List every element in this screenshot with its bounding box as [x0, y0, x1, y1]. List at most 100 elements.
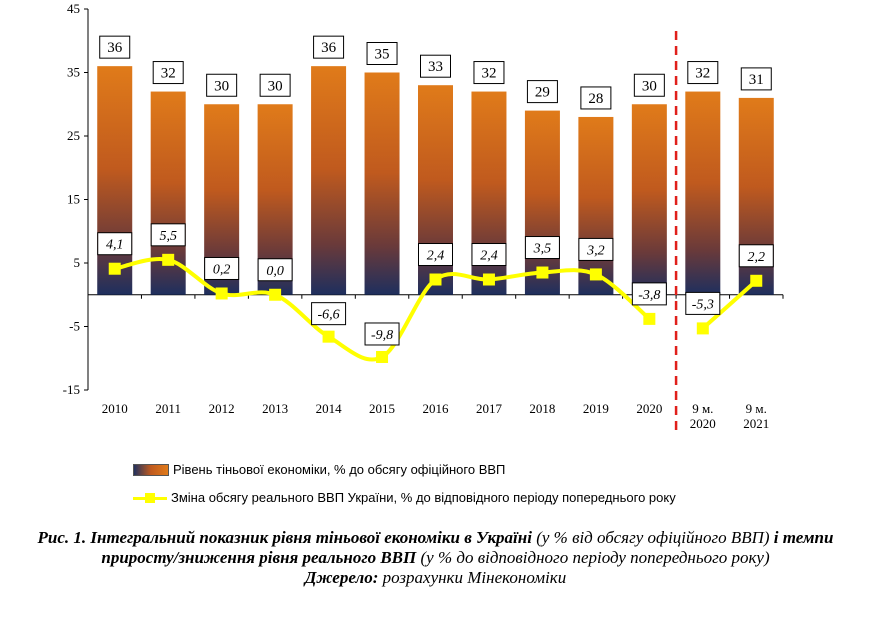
data-labels: 36 32 30 30 36 35 33 32 29 28 30 32 31 4,1 5,5 0,2 0,0 -6… [97, 35, 774, 346]
line-label-box [685, 291, 721, 315]
y-tick-label: 5 [74, 255, 81, 270]
x-tick-label: 2020 [690, 416, 716, 431]
line-series [108, 253, 763, 363]
chart-svg: -15 -5 5 15 25 35 45 2010 2011 2012 2013 2014 2015 20… [63, 1, 784, 435]
legend-line: Зміна обсягу реального ВВП України, % до… [133, 490, 676, 505]
line-marker [750, 274, 763, 287]
bar-label-box [99, 35, 131, 59]
bar-label: 30 [642, 78, 657, 94]
y-tick-label: -5 [69, 319, 80, 334]
y-tick-label: 25 [67, 128, 80, 143]
bar-label: 30 [268, 78, 283, 94]
line-marker [269, 288, 282, 301]
bar-label: 29 [535, 85, 550, 101]
line-label-box [97, 232, 133, 256]
bar-label: 32 [481, 66, 496, 82]
line-label: 3,5 [533, 242, 552, 257]
line-label-box [204, 256, 240, 280]
line-marker [376, 350, 389, 363]
line-label-box [738, 244, 774, 268]
legend-bar: Рівень тіньової економіки, % до обсягу о… [133, 462, 505, 477]
y-tick-label: 35 [67, 65, 80, 80]
line-label-box [311, 302, 347, 326]
bar-label: 28 [588, 91, 603, 107]
bar [97, 66, 133, 295]
line-label: -9,8 [371, 328, 393, 343]
bar [364, 72, 400, 295]
x-tick-label: 2013 [262, 401, 288, 416]
line-label-box [631, 282, 667, 306]
x-tick-label: 9 м. [692, 401, 713, 416]
x-tick-label: 2014 [316, 401, 343, 416]
x-tick-label: 2016 [423, 401, 450, 416]
line-label: -3,8 [638, 288, 660, 303]
line-label: 2,4 [480, 249, 498, 264]
line-label: 5,5 [159, 229, 177, 244]
y-tick-label: 15 [67, 192, 80, 207]
x-tick-label: 9 м. [746, 401, 767, 416]
bar-label: 31 [749, 72, 764, 88]
bar [311, 66, 347, 295]
line-label: 0,2 [213, 262, 231, 277]
bar-label-box [740, 67, 772, 91]
bar-label-box [420, 54, 451, 78]
line-label-box [364, 322, 400, 346]
line-label-box [257, 258, 293, 282]
bar-label: 35 [375, 47, 390, 63]
line-marker [322, 330, 335, 343]
bar-label-box [633, 73, 665, 97]
bar-label: 36 [107, 40, 123, 56]
legend-line-swatch [133, 492, 167, 503]
y-tick-label: 45 [67, 1, 80, 16]
bar-label: 33 [428, 59, 443, 75]
line-marker [108, 262, 121, 275]
line-label: 4,1 [106, 238, 124, 253]
line-label: 2,4 [427, 249, 445, 264]
caption-source-text: розрахунки Мінекономіки [378, 568, 567, 587]
caption-title-2: і темпи приросту/зниження рівня реальног… [101, 528, 834, 567]
bar-label-box [313, 35, 345, 59]
caption-source-label: Джерело: [304, 568, 379, 587]
x-tick-label: 2021 [743, 416, 769, 431]
line-label: 2,2 [748, 250, 766, 265]
x-tick-label: 2020 [636, 401, 662, 416]
line-label: 3,2 [586, 243, 605, 258]
bar [578, 116, 614, 295]
line-marker [162, 253, 175, 266]
bar-label-box [473, 61, 505, 85]
x-tick-label: 2018 [529, 401, 555, 416]
caption-title: Рис. 1. Інтегральний показник рівня тінь… [37, 528, 532, 547]
bar-label-box [580, 86, 612, 110]
bar-label-box [259, 73, 291, 97]
bar-label-box [206, 73, 238, 97]
line-marker [536, 266, 549, 279]
caption-unit-2: (у % до відповідного періоду попередньог… [416, 548, 770, 567]
bar-label: 30 [214, 78, 229, 94]
x-tick-label: 2010 [102, 401, 128, 416]
bar-label-box [687, 61, 719, 85]
bar [685, 91, 721, 295]
line-marker [696, 322, 709, 335]
x-tick-label: 2019 [583, 401, 609, 416]
line-label-box [471, 243, 507, 267]
line-marker [589, 268, 602, 281]
bar-label-box [526, 80, 558, 104]
x-tick-label: 2017 [476, 401, 503, 416]
line-label-box [418, 243, 453, 267]
bar-label: 32 [161, 66, 176, 82]
bar-label-box [366, 42, 398, 65]
bar [524, 110, 560, 295]
x-tick-label: 2012 [209, 401, 235, 416]
line-marker [215, 287, 228, 300]
bar-label: 36 [321, 40, 337, 56]
caption-unit-1: (у % від обсягу офіційного ВВП) [531, 528, 774, 547]
x-tick-label: 2015 [369, 401, 395, 416]
line-label: 0,0 [266, 264, 284, 279]
line-marker [643, 312, 656, 325]
line-label-box [150, 223, 186, 247]
line-label-box [524, 236, 560, 260]
line-marker [429, 273, 442, 286]
line-marker [482, 273, 495, 286]
bar-label-box [152, 61, 184, 85]
bar [631, 104, 667, 295]
